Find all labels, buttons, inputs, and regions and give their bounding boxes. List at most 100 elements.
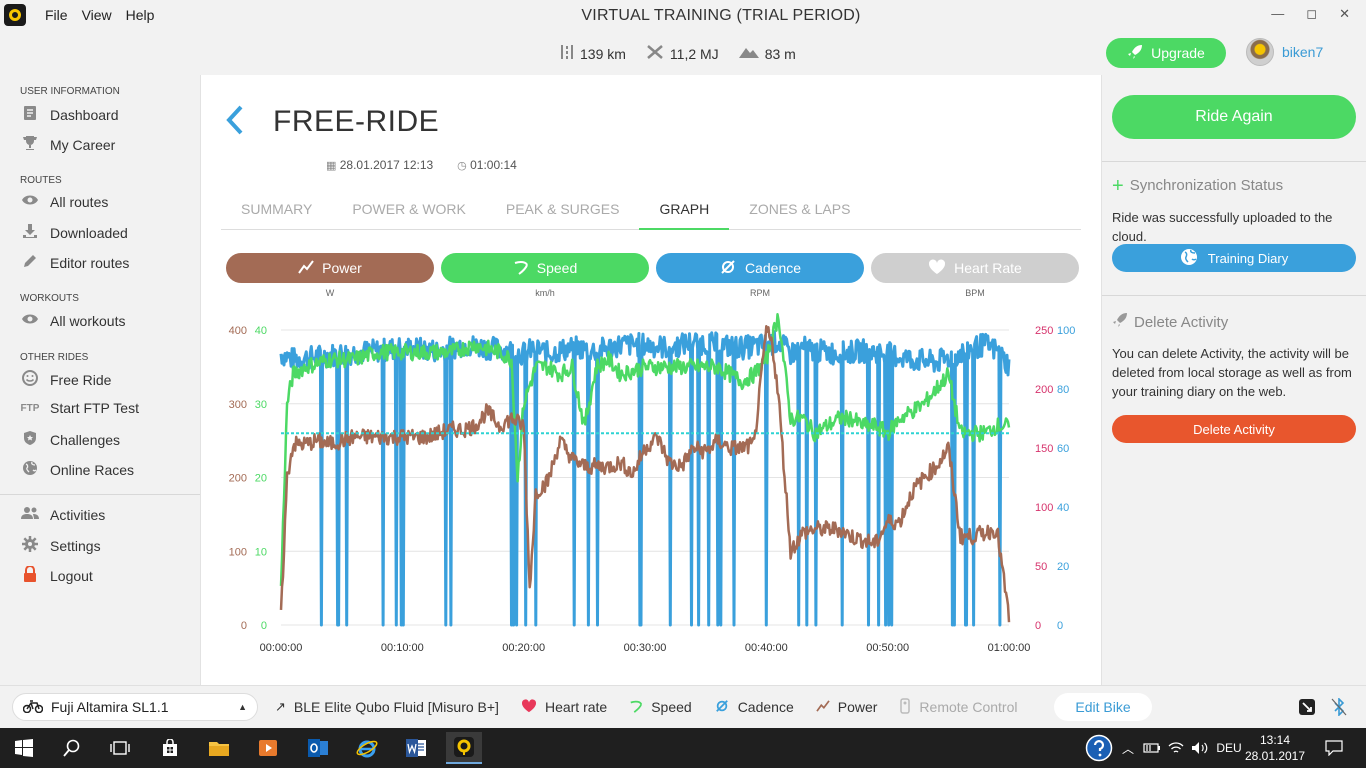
tab-peak-surges[interactable]: PEAK & SURGES xyxy=(505,201,620,217)
speed-series-line xyxy=(279,313,1011,586)
sidebar-item-dashboard[interactable]: Dashboard xyxy=(20,105,119,125)
title-bar: File View Help VIRTUAL TRAINING (TRIAL P… xyxy=(0,0,1366,75)
bluetooth-button[interactable] xyxy=(1328,696,1350,718)
help-icon[interactable] xyxy=(1084,733,1114,763)
sidebar-item-all-workouts[interactable]: All workouts xyxy=(20,312,125,329)
delete-activity-title: Delete Activity xyxy=(1134,313,1229,331)
menu-bar: File View Help xyxy=(45,7,154,23)
sync-status-title: Synchronization Status xyxy=(1129,177,1284,194)
elevation-icon xyxy=(738,45,759,63)
language-indicator[interactable]: DEU xyxy=(1216,741,1242,755)
sidebar-item-my-career[interactable]: My Career xyxy=(20,135,115,155)
close-button[interactable]: ✕ xyxy=(1339,6,1350,21)
device-bar: Fuji Altamira SL1.1 ▲ ↗ BLE Elite Qubo F… xyxy=(0,685,1366,728)
ftp-icon: FTP xyxy=(20,402,40,414)
cadence-axis-tick-label: 20 xyxy=(1057,561,1069,573)
minimize-button[interactable]: — xyxy=(1271,6,1285,21)
upgrade-button[interactable]: Upgrade xyxy=(1106,38,1226,68)
power-axis-tick-label: 0 xyxy=(241,620,247,632)
edit-bike-button[interactable]: Edit Bike xyxy=(1054,693,1152,721)
ride-again-button[interactable]: Ride Again xyxy=(1112,95,1356,139)
clock[interactable]: 13:14 28.01.2017 xyxy=(1240,732,1310,764)
sidebar-item-challenges[interactable]: Challenges xyxy=(20,430,120,450)
x-tick-label: 00:20:00 xyxy=(502,642,545,654)
device-speed[interactable]: Speed xyxy=(629,699,692,716)
media-player-icon[interactable] xyxy=(256,736,280,760)
heart-rate-toggle[interactable]: Heart Rate xyxy=(871,253,1079,283)
sidebar-item-label: Editor routes xyxy=(50,255,130,271)
outlook-icon[interactable] xyxy=(306,736,330,760)
device-heart-rate[interactable]: Heart rate xyxy=(521,698,607,716)
rocket-icon xyxy=(1112,312,1128,332)
power-series-line xyxy=(279,325,1011,623)
tab-zones-laps[interactable]: ZONES & LAPS xyxy=(749,201,851,217)
edit-icon xyxy=(20,253,40,273)
wifi-icon[interactable] xyxy=(1164,736,1188,760)
globe-icon xyxy=(1180,248,1198,269)
training-diary-button[interactable]: Training Diary xyxy=(1112,244,1356,272)
device-cadence[interactable]: Cadence xyxy=(714,699,794,716)
battery-icon[interactable] xyxy=(1140,736,1164,760)
energy-icon xyxy=(646,44,664,64)
sidebar-item-free-ride[interactable]: Free Ride xyxy=(20,370,111,390)
task-view-icon[interactable] xyxy=(108,736,132,760)
cadence-axis-tick-label: 80 xyxy=(1057,384,1069,396)
device-trainer[interactable]: ↗ BLE Elite Qubo Fluid [Misuro B+] xyxy=(275,699,499,715)
sidebar-item-logout[interactable]: Logout xyxy=(20,565,93,586)
tab-graph[interactable]: GRAPH xyxy=(639,189,730,230)
user-menu[interactable]: biken7 xyxy=(1246,38,1323,66)
file-explorer-icon[interactable] xyxy=(207,736,231,760)
trophy-icon xyxy=(20,135,40,155)
rocket-icon xyxy=(1127,44,1143,63)
sidebar-item-label: Start FTP Test xyxy=(50,400,139,416)
menu-help[interactable]: Help xyxy=(125,7,155,23)
heart-rate-axis-tick-label: 150 xyxy=(1035,443,1053,455)
internet-explorer-icon[interactable] xyxy=(355,736,379,760)
menu-file[interactable]: File xyxy=(45,7,68,23)
cadence-unit: RPM xyxy=(750,288,770,298)
heart-rate-toggle-label: Heart Rate xyxy=(954,260,1022,276)
sidebar-item-all-routes[interactable]: All routes xyxy=(20,193,108,210)
sidebar-item-online-races[interactable]: Online Races xyxy=(20,460,134,480)
notifications-icon[interactable] xyxy=(1322,736,1346,760)
tab-summary[interactable]: SUMMARY xyxy=(241,201,313,217)
cadence-toggle[interactable]: Cadence xyxy=(656,253,864,283)
sidebar-item-start-ftp-test[interactable]: FTP Start FTP Test xyxy=(20,400,139,416)
bluetooth-icon xyxy=(1331,698,1347,716)
sidebar-item-activities[interactable]: Activities xyxy=(20,506,105,524)
training-app-icon[interactable] xyxy=(446,732,482,764)
device-cadence-label: Cadence xyxy=(737,699,794,715)
power-toggle[interactable]: Power xyxy=(226,253,434,283)
x-tick-label: 00:10:00 xyxy=(381,642,424,654)
trainer-icon: ↗ xyxy=(275,699,286,714)
calendar-icon: ▦ xyxy=(326,160,337,172)
back-button[interactable] xyxy=(223,103,245,137)
connect-device-button[interactable] xyxy=(1296,696,1318,718)
clock-date: 28.01.2017 xyxy=(1244,749,1306,763)
people-icon xyxy=(20,506,40,524)
tab-power-work[interactable]: POWER & WORK xyxy=(352,201,466,217)
badge-icon xyxy=(20,430,40,450)
menu-view[interactable]: View xyxy=(81,7,112,23)
volume-icon[interactable] xyxy=(1188,736,1212,760)
search-icon[interactable] xyxy=(60,736,84,760)
tab-bar: SUMMARY POWER & WORK PEAK & SURGES GRAPH… xyxy=(221,189,1081,230)
sidebar-item-downloaded[interactable]: Downloaded xyxy=(20,223,128,243)
device-power-label: Power xyxy=(837,699,878,715)
bike-select[interactable]: Fuji Altamira SL1.1 ▲ xyxy=(12,693,258,721)
sidebar-item-settings[interactable]: Settings xyxy=(20,536,101,556)
heart-icon xyxy=(928,258,946,278)
ride-graph[interactable]: 0100200300400010203040050100150200250020… xyxy=(201,300,1103,660)
word-icon[interactable] xyxy=(404,736,428,760)
bike-name: Fuji Altamira SL1.1 xyxy=(51,699,169,715)
device-power[interactable]: Power xyxy=(816,699,878,715)
store-icon[interactable] xyxy=(158,736,182,760)
maximize-button[interactable]: ◻ xyxy=(1306,6,1318,21)
section-workouts: WORKOUTS xyxy=(20,293,79,304)
device-remote-control[interactable]: Remote Control xyxy=(899,697,1017,717)
sidebar-item-editor-routes[interactable]: Editor routes xyxy=(20,253,129,273)
windows-start-icon[interactable] xyxy=(12,736,36,760)
speed-toggle[interactable]: Speed xyxy=(441,253,649,283)
delete-activity-button[interactable]: Delete Activity xyxy=(1112,415,1356,443)
chevron-up-icon[interactable]: ︿ xyxy=(1121,741,1134,756)
